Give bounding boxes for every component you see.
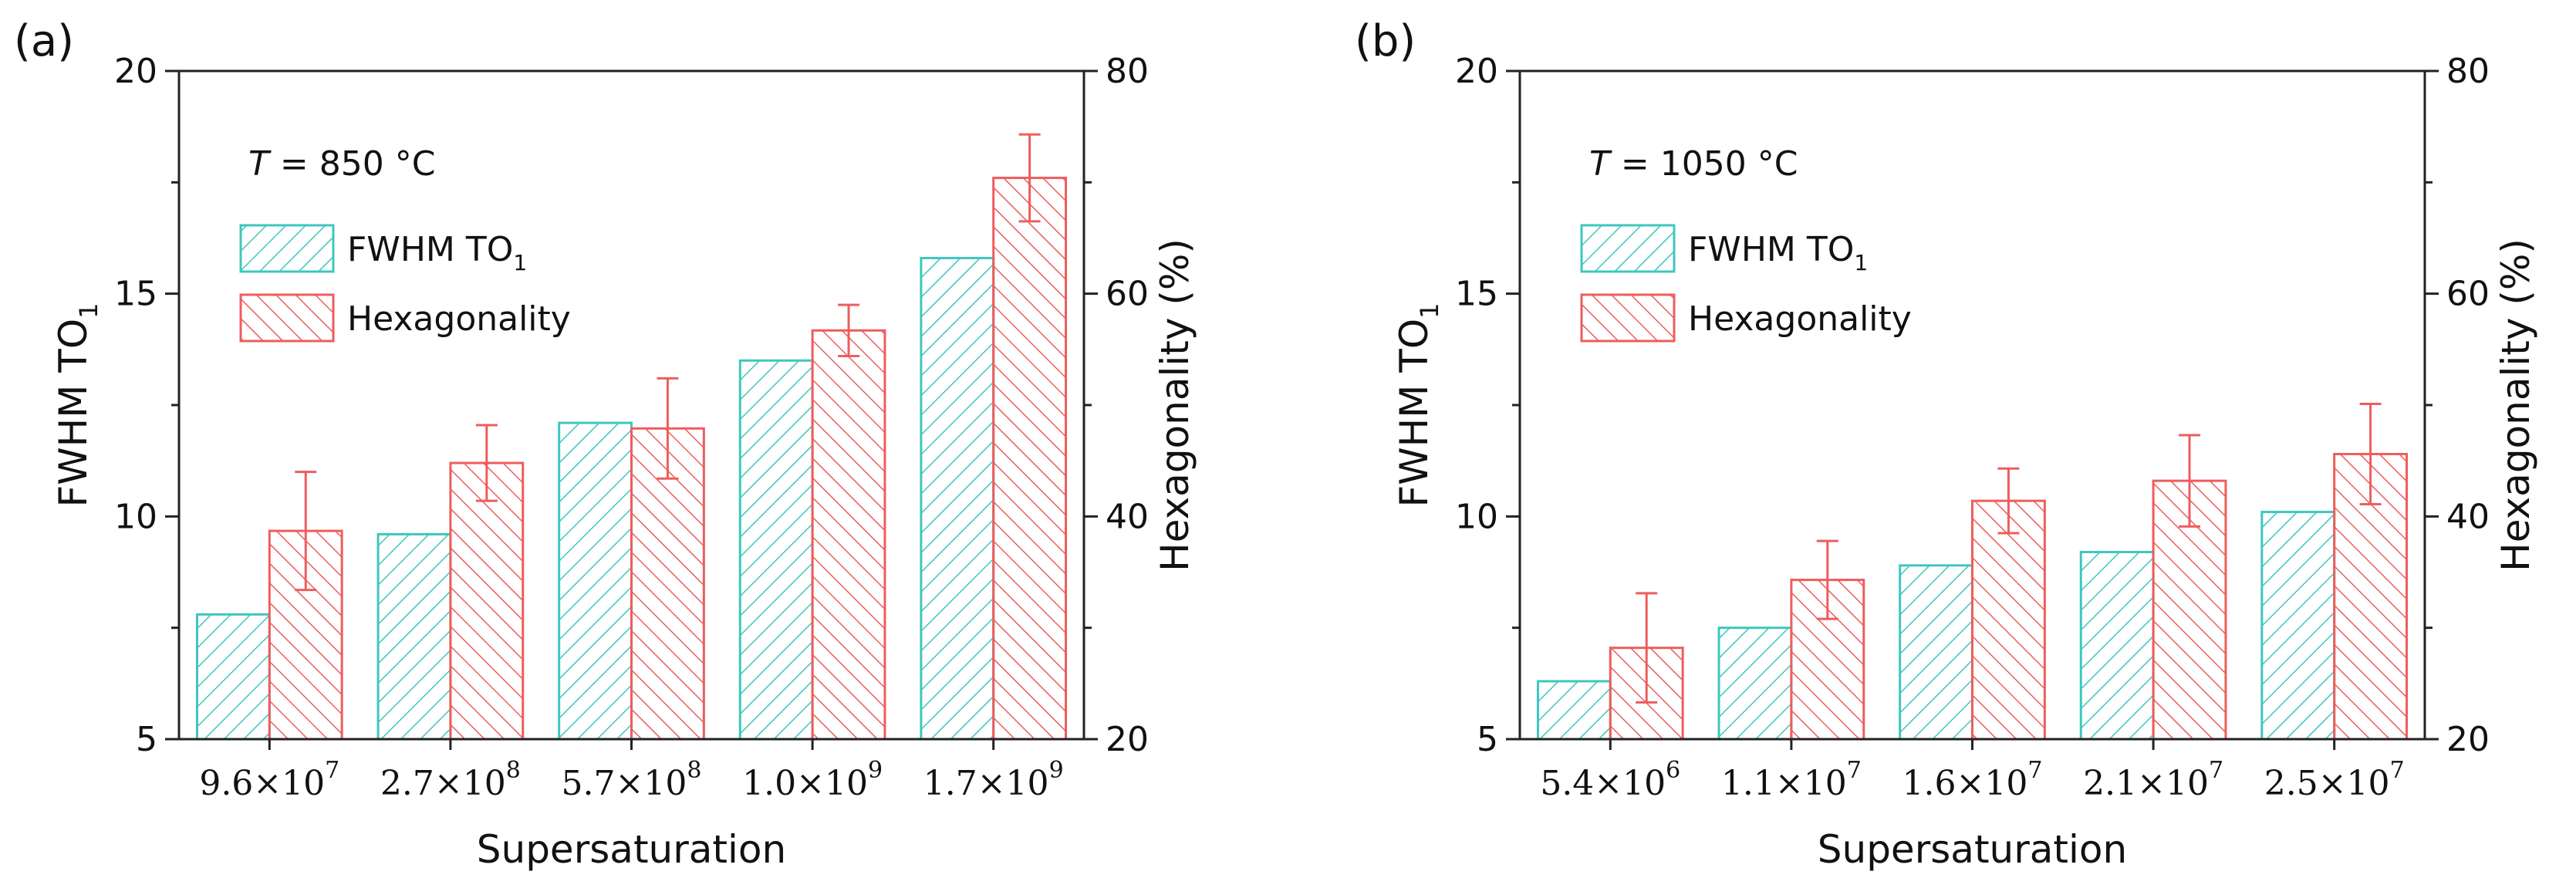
- chart-panel-b: (b) 5.4×106 1.1×107 1.6×107 2.1×107 2.5×107 5 1…: [1355, 16, 2538, 872]
- panel-label: (b): [1355, 16, 1416, 66]
- x-tick-label: 1.6×107: [1902, 757, 2043, 803]
- bar-fwhm: [558, 421, 633, 741]
- error-bar: [295, 471, 317, 592]
- y-right-tick-label: 20: [1106, 720, 1149, 759]
- legend-item: Hexagonality: [239, 293, 571, 343]
- error-bar: [657, 377, 679, 480]
- error-bar: [1636, 592, 1658, 704]
- y-left-tick-label: 15: [1455, 275, 1498, 314]
- x-tick-label: 2.5×107: [2264, 757, 2405, 803]
- y-left-tick-label: 15: [114, 275, 157, 314]
- bar-fwhm: [2079, 551, 2155, 741]
- y-right-axis-label: Hexagonality (%): [1153, 238, 1197, 572]
- temperature-annotation: T = 850 °C: [248, 144, 435, 184]
- bar-hexagonality: [992, 177, 1068, 741]
- bar-fwhm: [195, 613, 271, 741]
- y-right-tick-label: 80: [2446, 52, 2490, 91]
- error-bar: [1997, 467, 2020, 535]
- x-tick-label: 1.1×107: [1721, 757, 1862, 803]
- error-bar: [1018, 133, 1041, 223]
- y-right-axis-label: Hexagonality (%): [2493, 238, 2538, 572]
- bar-fwhm: [1536, 680, 1612, 741]
- panel-label: (a): [14, 16, 74, 66]
- bar-fwhm: [738, 359, 814, 741]
- bar-fwhm: [1899, 564, 1973, 741]
- y-right-tick-label: 40: [2446, 497, 2490, 536]
- y-left-axis-label: FWHM TO1: [51, 302, 103, 507]
- legend-label: FWHM TO1: [1688, 230, 1868, 275]
- legend-label: Hexagonality: [347, 299, 571, 339]
- legend-swatch: [239, 293, 335, 343]
- legend-swatch: [1580, 293, 1676, 343]
- bar-fwhm: [2260, 511, 2336, 741]
- x-tick-label: 1.7×109: [923, 757, 1064, 803]
- temperature-annotation: T = 1050 °C: [1589, 144, 1798, 184]
- error-bar: [1816, 539, 1838, 620]
- x-axis-label: Supersaturation: [477, 827, 786, 872]
- bar-fwhm: [1717, 626, 1793, 741]
- x-tick-label: 1.0×109: [742, 757, 883, 803]
- y-left-tick-label: 20: [114, 52, 157, 91]
- bar-hexagonality: [449, 461, 525, 741]
- error-bar: [475, 424, 498, 502]
- y-left-tick-label: 5: [1477, 720, 1498, 759]
- bar-fwhm: [376, 532, 452, 741]
- x-tick-label: 9.6×107: [199, 757, 339, 803]
- y-left-tick-label: 10: [1455, 497, 1498, 536]
- error-bar: [838, 303, 860, 357]
- y-left-tick-label: 5: [136, 720, 157, 759]
- y-right-tick-label: 80: [1106, 52, 1149, 91]
- y-left-axis-label: FWHM TO1: [1392, 302, 1444, 507]
- error-bar: [2179, 434, 2201, 528]
- y-right-tick-label: 40: [1106, 497, 1149, 536]
- legend-item: Hexagonality: [1580, 293, 1912, 343]
- legend-label: FWHM TO1: [347, 230, 527, 275]
- bar-fwhm: [920, 256, 995, 741]
- y-right-tick-label: 60: [2446, 275, 2490, 314]
- chart-panel-a: (a) 9.6×107 2.7×108 5.7×108 1.0×109 1.7×109 5 1…: [14, 16, 1197, 872]
- y-right-tick-label: 20: [2446, 720, 2490, 759]
- legend-swatch: [239, 224, 335, 273]
- y-right-tick-label: 60: [1106, 275, 1149, 314]
- y-left-tick-label: 10: [114, 497, 157, 536]
- legend-item: FWHM TO1: [239, 224, 527, 275]
- bar-hexagonality: [1971, 499, 2046, 741]
- error-bar: [2359, 403, 2382, 505]
- x-tick-label: 5.7×108: [562, 757, 702, 803]
- x-tick-label: 5.4×106: [1540, 757, 1680, 803]
- x-tick-label: 2.1×107: [2083, 757, 2223, 803]
- legend-label: Hexagonality: [1688, 299, 1912, 339]
- bar-hexagonality: [811, 329, 886, 741]
- legend-swatch: [1580, 224, 1676, 273]
- y-left-tick-label: 20: [1455, 52, 1498, 91]
- x-tick-label: 2.7×108: [380, 757, 521, 803]
- x-axis-label: Supersaturation: [1818, 827, 2127, 872]
- legend-item: FWHM TO1: [1580, 224, 1868, 275]
